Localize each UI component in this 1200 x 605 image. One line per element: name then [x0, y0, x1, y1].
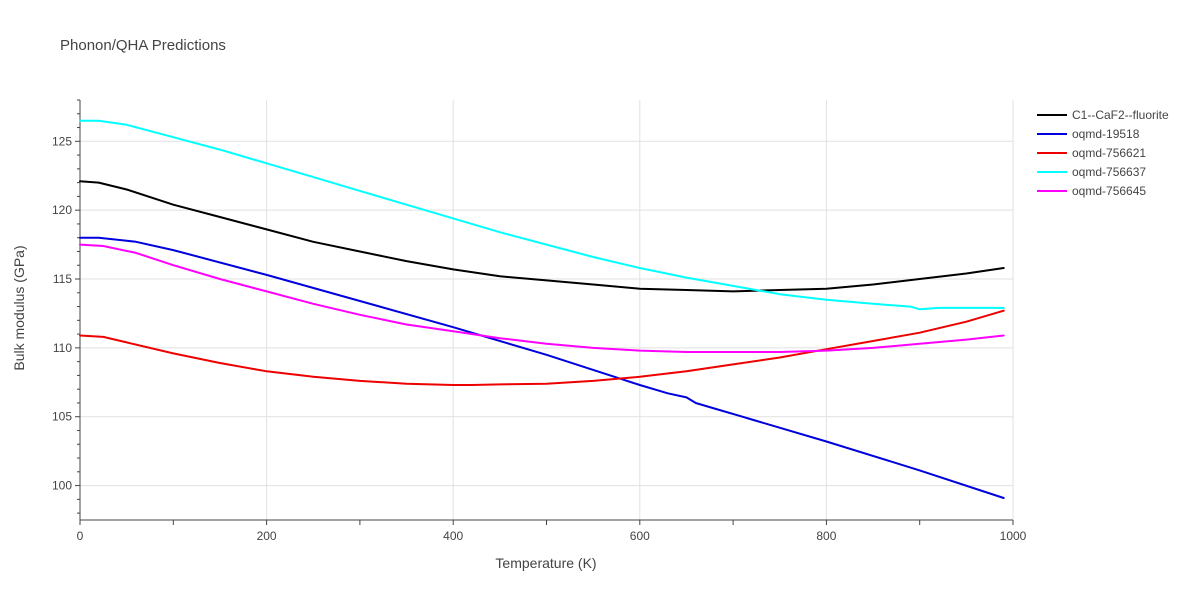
legend-label: oqmd-756645	[1072, 184, 1146, 198]
legend-label: C1--CaF2--fluorite	[1072, 108, 1169, 122]
x-tick-label: 800	[816, 529, 836, 543]
x-axis-title: Temperature (K)	[495, 555, 596, 571]
x-tick-label: 200	[257, 529, 277, 543]
y-tick-label: 120	[52, 203, 72, 217]
x-tick-label: 600	[630, 529, 650, 543]
series-line-oqmd-19518	[79, 236, 1005, 499]
x-tick-label: 1000	[1000, 529, 1027, 543]
x-tick-label: 0	[77, 529, 84, 543]
series-line-oqmd-756637	[79, 119, 1005, 311]
chart-title: Phonon/QHA Predictions	[60, 37, 226, 54]
y-tick-label: 115	[53, 272, 72, 286]
legend: C1--CaF2--fluorite oqmd-19518 oqmd-756621 o…	[1037, 108, 1169, 198]
grid	[80, 100, 1014, 520]
series-line-oqmd-756645	[79, 243, 1005, 353]
legend-label: oqmd-756637	[1072, 165, 1146, 179]
legend-label: oqmd-756621	[1072, 146, 1146, 160]
legend-item-oqmd-756645[interactable]: oqmd-756645	[1037, 184, 1146, 198]
legend-item-oqmd-19518[interactable]: oqmd-19518	[1037, 127, 1140, 141]
axes: 0 200 400 600 800 1000 100 105 110 115 120 125	[52, 99, 1027, 543]
legend-item-c1-caf2-fluorite[interactable]: C1--CaF2--fluorite	[1037, 108, 1169, 122]
legend-item-oqmd-756621[interactable]: oqmd-756621	[1037, 146, 1146, 160]
y-tick-label: 125	[52, 134, 72, 148]
series-group	[79, 119, 1005, 499]
series-line-oqmd-756621	[79, 309, 1005, 386]
x-tick-label: 400	[443, 529, 463, 543]
legend-item-oqmd-756637[interactable]: oqmd-756637	[1037, 165, 1146, 179]
series-line-c1-caf2-fluorite	[79, 180, 1005, 293]
legend-label: oqmd-19518	[1072, 127, 1140, 141]
y-tick-label: 110	[53, 341, 72, 355]
y-tick-label: 105	[52, 410, 72, 424]
y-axis-title: Bulk modulus (GPa)	[11, 245, 27, 370]
y-tick-label: 100	[52, 479, 72, 493]
